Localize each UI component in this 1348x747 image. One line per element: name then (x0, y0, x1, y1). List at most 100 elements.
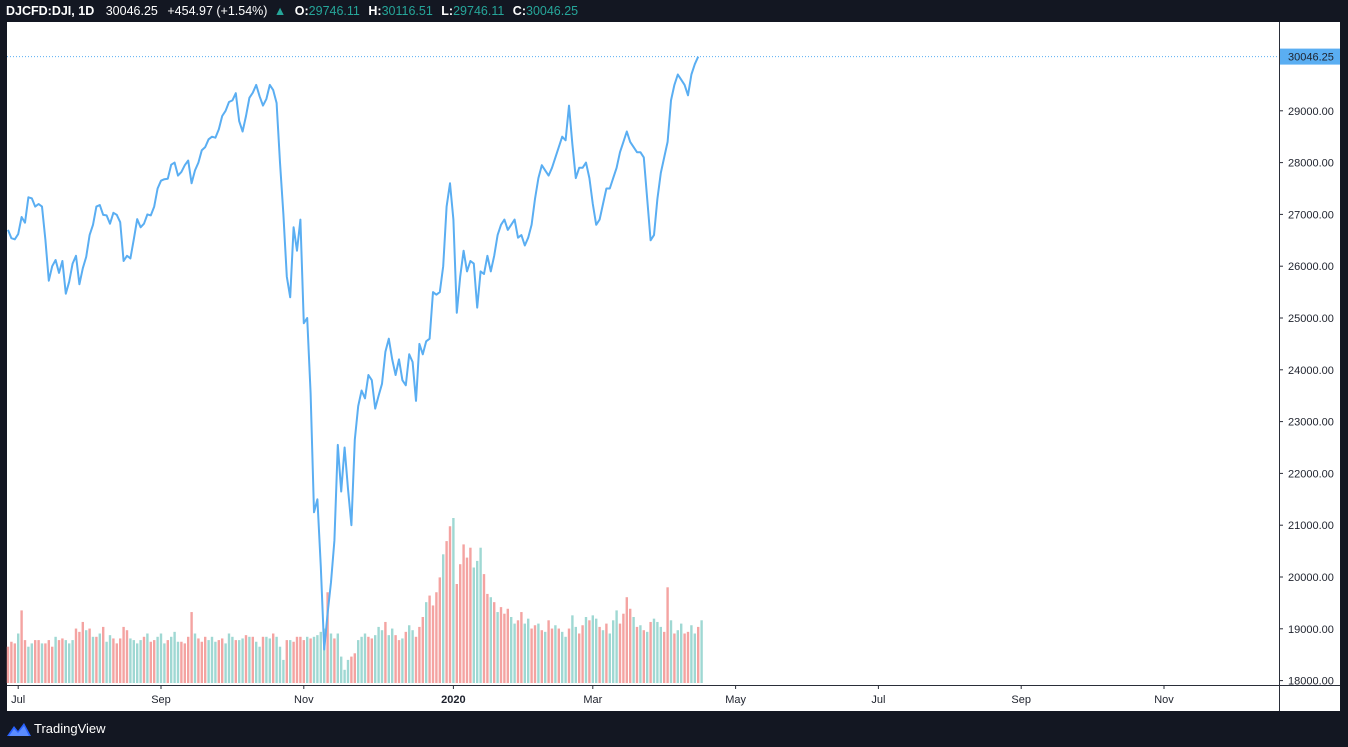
volume-bar (197, 638, 200, 683)
volume-bar (299, 636, 302, 683)
volume-bar (554, 625, 557, 683)
y-tick-label: 25000.00 (1288, 313, 1334, 325)
low-label: L: (441, 4, 454, 18)
volume-bar (557, 628, 560, 683)
volume-bar (513, 623, 516, 683)
volume-bar (336, 633, 339, 683)
volume-bar (295, 636, 299, 683)
volume-bar (435, 592, 438, 683)
volume-bar (159, 633, 163, 683)
volume-bar (329, 633, 333, 683)
x-tick-label: Sep (1011, 694, 1031, 706)
volume-bar (326, 592, 329, 683)
y-tick-label: 29000.00 (1288, 106, 1334, 118)
volume-bar (530, 628, 533, 683)
volume-bar (153, 640, 156, 683)
volume-bar (581, 625, 584, 683)
volume-bar (693, 633, 696, 683)
volume-bar (401, 638, 404, 683)
volume-bar (646, 631, 649, 683)
volume-bar (700, 620, 703, 683)
volume-bar (292, 641, 295, 683)
volume-bar (139, 640, 142, 683)
volume-bar (370, 638, 373, 683)
volume-bar (629, 608, 632, 683)
volume-bar (459, 564, 462, 683)
volume-bar (462, 544, 465, 683)
volume-bar (418, 626, 421, 683)
volume-bar (85, 630, 88, 683)
volume-bar (13, 643, 16, 683)
volume-bar (669, 620, 673, 683)
volume-bar (680, 623, 683, 683)
volume-bar (353, 653, 356, 683)
volume-bar (81, 621, 84, 683)
y-tick-label: 18000.00 (1288, 676, 1334, 688)
volume-bar (102, 626, 105, 683)
volume-bar (333, 638, 336, 683)
volume-bar (44, 643, 47, 683)
volume-bar (499, 607, 503, 683)
volume-bar (598, 626, 601, 683)
volume-bar (387, 635, 390, 683)
volume-bar (605, 623, 608, 683)
volume-bar (340, 656, 343, 683)
volume-bar (523, 623, 526, 683)
y-tick-label: 22000.00 (1288, 468, 1334, 480)
volume-bar (306, 636, 309, 683)
low-value: 29746.11 (453, 4, 505, 18)
volume-bar (635, 626, 639, 683)
x-tick-label: Mar (583, 694, 602, 706)
volume-bar (146, 633, 149, 683)
volume-bar (78, 631, 81, 683)
symbol-name[interactable]: DJCFD:DJI (6, 4, 72, 18)
x-tick-label: Nov (294, 694, 314, 706)
volume-bar (350, 656, 353, 683)
volume-bar (476, 560, 479, 683)
volume-bar (540, 630, 543, 683)
volume-bar (571, 615, 574, 683)
volume-bar (357, 640, 360, 683)
volume-bar (275, 636, 278, 683)
volume-bar (17, 633, 20, 683)
volume-bar (71, 640, 74, 683)
volume-bar (465, 557, 469, 683)
volume-bar (285, 640, 288, 683)
volume-bar (95, 636, 98, 683)
volume-bar (88, 628, 91, 683)
price-change: +454.97 (+1.54%) (167, 4, 268, 18)
volume-bar (302, 640, 305, 683)
y-tick-label: 24000.00 (1288, 365, 1334, 377)
volume-bar (166, 640, 169, 683)
x-tick-label: 2020 (441, 694, 465, 706)
volume-bar (486, 593, 489, 683)
volume-bar (537, 623, 540, 683)
volume-bar (27, 646, 30, 683)
tradingview-brand[interactable]: TradingView (34, 721, 106, 736)
volume-bar (183, 643, 186, 683)
chart-pane[interactable] (7, 22, 1340, 711)
volume-bar (578, 633, 581, 683)
volume-bar (632, 617, 635, 683)
volume-bar (47, 640, 50, 683)
volume-bar (595, 618, 598, 683)
volume-bar (115, 643, 118, 683)
volume-bar (163, 643, 166, 683)
volume-bar (625, 597, 628, 683)
volume-bar (411, 630, 414, 683)
volume-bar (408, 625, 411, 683)
volume-bar (367, 636, 370, 683)
volume-bar (312, 636, 316, 683)
volume-bar (697, 626, 700, 683)
volume-bar (649, 621, 652, 683)
volume-bar (193, 633, 197, 683)
volume-bar (54, 636, 57, 683)
volume-bar (533, 625, 537, 683)
volume-bar (190, 612, 193, 683)
x-tick-label: Jul (871, 694, 885, 706)
volume-bar (673, 633, 676, 683)
symbol-separator: , (71, 4, 75, 18)
tradingview-logo-icon[interactable] (6, 721, 32, 737)
price-chart[interactable]: 18000.00 19000.00 20000.00 21000.00 22000.00… (0, 0, 1348, 712)
timeframe-label[interactable]: 1D (78, 4, 95, 18)
